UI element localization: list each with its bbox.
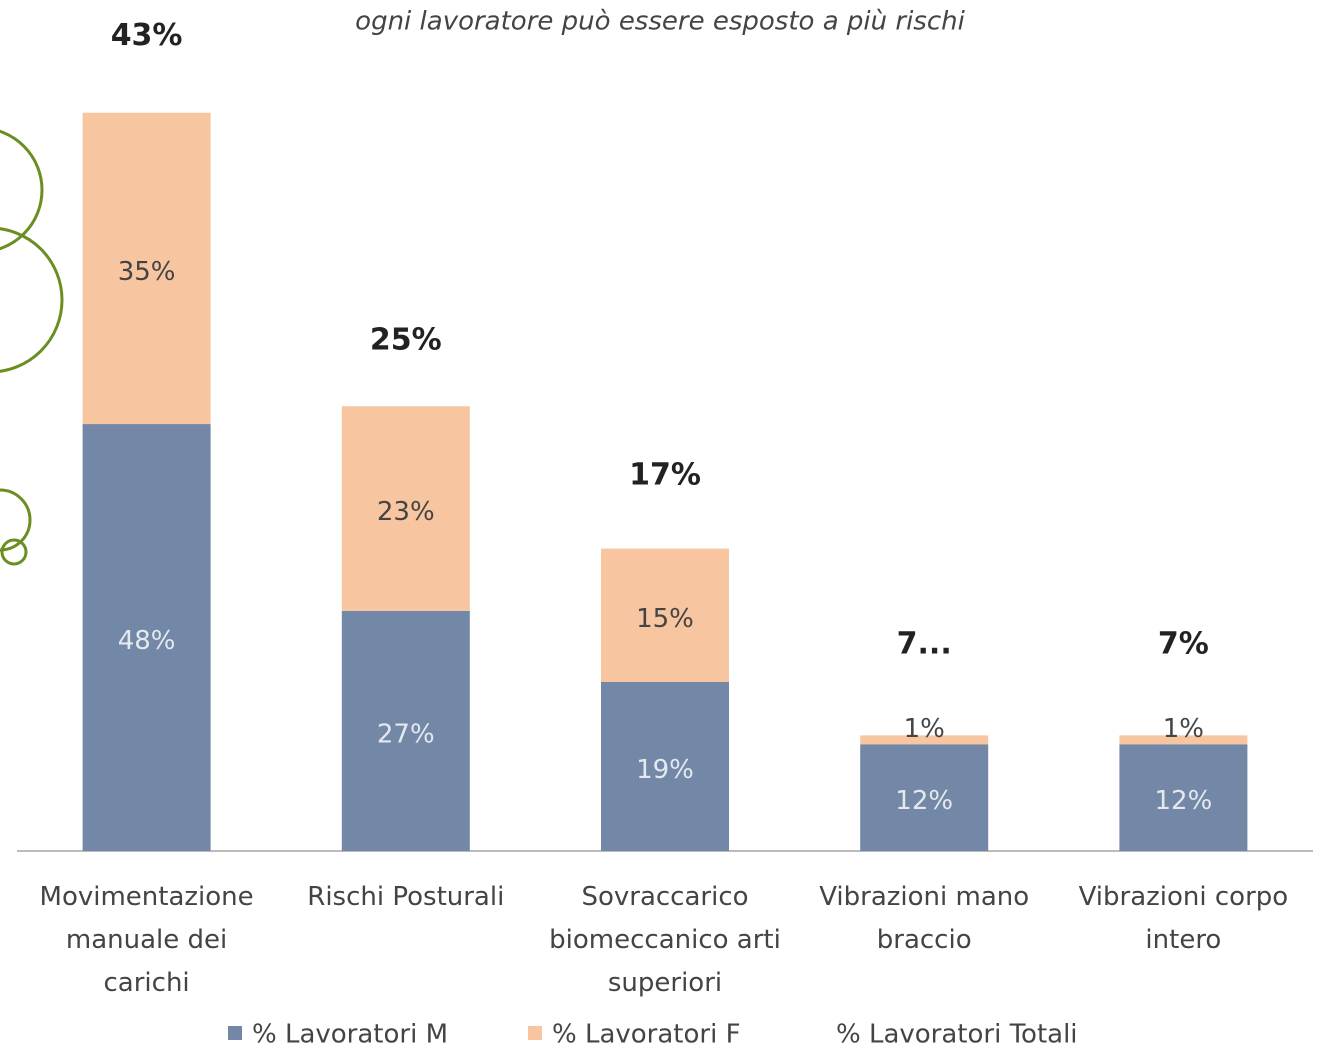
data-label: 48% [118,626,176,656]
x-tick-label: Rischi Posturali [276,876,536,919]
total-point [403,358,409,364]
legend-label: % Lavoratori F [552,1020,741,1050]
data-label: 19% [636,755,694,785]
data-label: 12% [1155,786,1213,816]
data-label: 12% [895,786,953,816]
data-label: 15% [636,604,694,634]
legend-swatch [228,1026,242,1040]
x-tick-label: Vibrazioni mano braccio [794,876,1054,962]
legend-label: % Lavoratori M [252,1020,448,1050]
total-label: 25% [370,322,442,357]
data-label: 1% [904,714,945,744]
legend-label: % Lavoratori Totali [836,1020,1078,1050]
total-point [921,662,927,668]
decoration [0,128,62,564]
total-label: 7... [897,627,952,662]
data-label: 1% [1163,714,1204,744]
x-tick-label: Vibrazioni corpo intero [1053,876,1313,962]
total-label: 7% [1158,627,1209,662]
subtitle: ogni lavoratore può essere esposto a più… [355,7,965,37]
data-label: 35% [118,257,176,287]
page: ogni lavoratore può essere esposto a più… [0,0,1319,1060]
total-label: 43% [111,18,183,53]
legend-swatch [528,1026,542,1040]
total-point [144,54,150,60]
x-tick-label: Sovraccarico biomeccanico arti superiori [535,876,795,1005]
total-point [662,493,668,499]
data-label: 23% [377,497,435,527]
total-label: 17% [629,458,701,493]
x-tick-label: Movimentazione manuale dei carichi [17,876,277,1005]
total-point [1180,662,1186,668]
data-label: 27% [377,719,435,749]
